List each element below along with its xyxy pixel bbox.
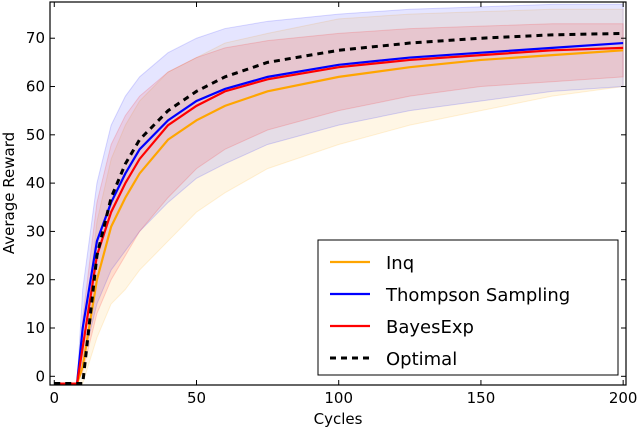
y-tick-label: 50 [26, 126, 45, 144]
x-tick-label: 50 [187, 389, 206, 407]
axis-ticks: 0 50 100 150 200 0 10 20 30 40 50 60 70 [26, 2, 638, 407]
series-line-3 [54, 31, 624, 386]
y-axis-label: Average Reward [0, 132, 18, 254]
legend-label: Inq [386, 253, 414, 274]
y-tick-label: 20 [26, 271, 45, 289]
y-tick-label: 10 [26, 319, 45, 337]
legend: Inq Thompson Sampling BayesExp Optimal [317, 239, 619, 376]
y-tick-label: 60 [26, 78, 45, 96]
y-tick-label: 70 [26, 29, 45, 47]
y-tick-label: 0 [35, 367, 45, 385]
series-line-2 [54, 46, 624, 385]
plot-frame [49, 1, 627, 386]
legend-label: BayesExp [386, 317, 474, 338]
y-tick-label: 30 [26, 222, 45, 240]
series-line-1 [54, 41, 624, 385]
legend-label: Optimal [386, 349, 457, 370]
x-tick-label: 150 [467, 389, 496, 407]
x-tick-label: 200 [609, 389, 638, 407]
y-tick-label: 40 [26, 174, 45, 192]
band-0 [54, 8, 624, 385]
series-lines [54, 31, 624, 386]
legend-box [317, 239, 619, 376]
x-tick-label: 0 [49, 389, 59, 407]
legend-label: Thompson Sampling [385, 285, 570, 306]
x-axis-label: Cycles [314, 410, 363, 428]
band-1 [54, 3, 624, 385]
x-tick-label: 100 [324, 389, 353, 407]
